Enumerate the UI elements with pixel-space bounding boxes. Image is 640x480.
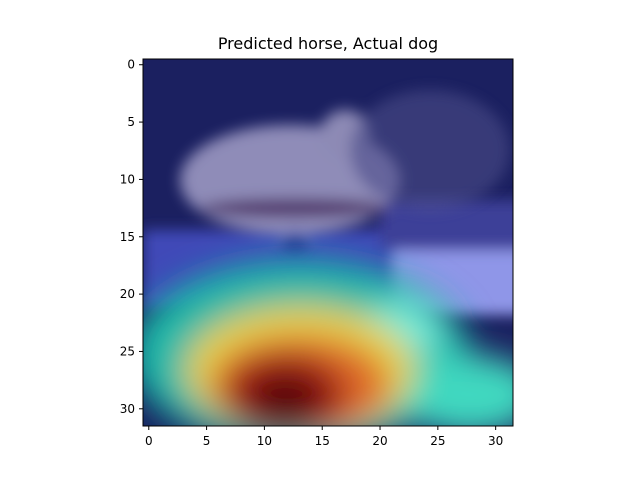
x-tick-label: 30: [488, 434, 503, 448]
x-tick-label: 15: [315, 434, 330, 448]
x-tick-label: 0: [145, 434, 153, 448]
y-tick-label: 20: [120, 287, 135, 301]
x-tick-label: 10: [257, 434, 272, 448]
x-tick-label: 25: [430, 434, 445, 448]
y-tick-label: 5: [127, 115, 135, 129]
dog-mouth-shape: [200, 198, 390, 218]
x-axis: 0 5 10 15 20 25 30: [145, 426, 503, 448]
y-tick-label: 30: [120, 402, 135, 416]
dog-nose-shape: [281, 231, 309, 255]
y-tick-label: 10: [120, 172, 135, 186]
heat-region-blue-right: [380, 200, 513, 250]
background-texture-shape: [350, 90, 510, 210]
heat-blob-cyan-right: [400, 355, 513, 426]
plot-frame: [142, 58, 514, 427]
y-tick-label: 25: [120, 344, 135, 358]
x-tick-label: 5: [203, 434, 211, 448]
heat-blob-peak: [250, 372, 320, 426]
heatmap-image: [143, 59, 513, 426]
x-tick-label: 20: [372, 434, 387, 448]
y-axis: 0 5 10 15 20 25 30: [120, 58, 143, 416]
chart-title: Predicted horse, Actual dog: [218, 34, 438, 53]
y-tick-label: 0: [127, 58, 135, 72]
y-tick-label: 15: [120, 230, 135, 244]
